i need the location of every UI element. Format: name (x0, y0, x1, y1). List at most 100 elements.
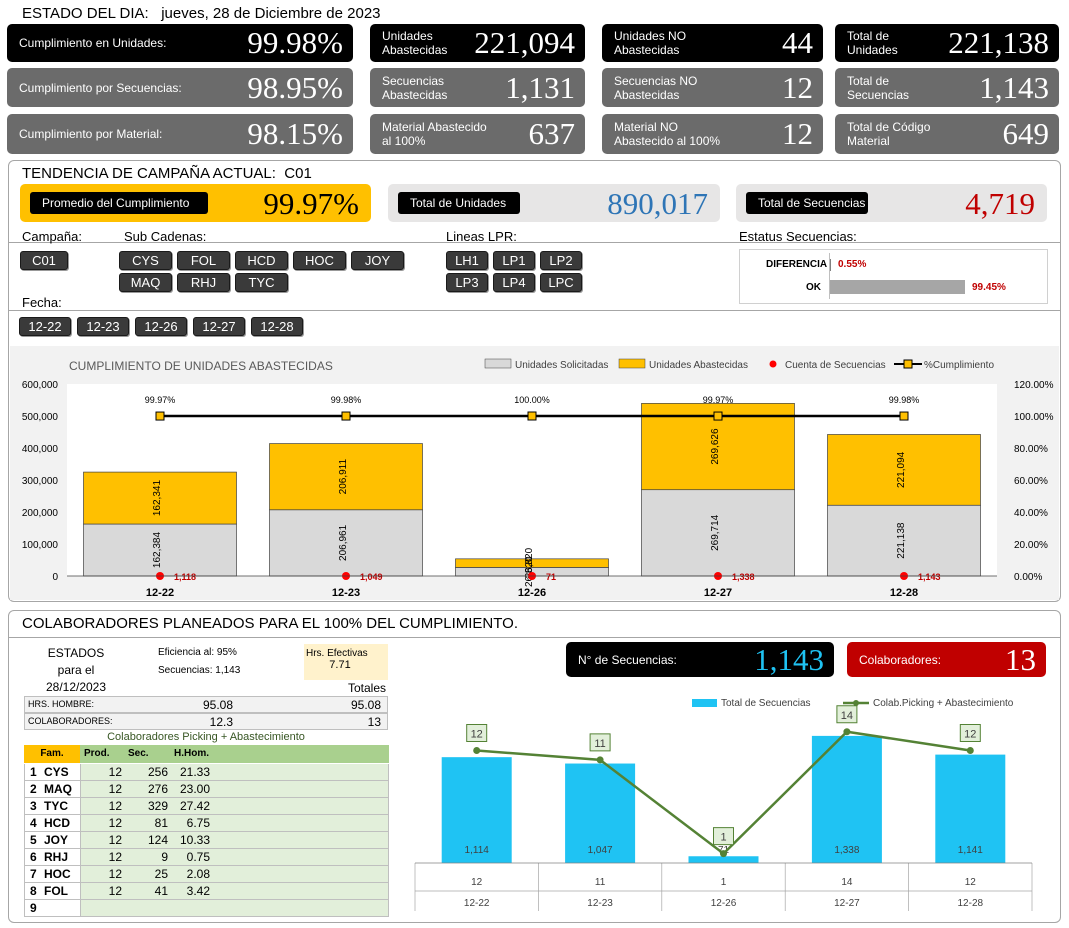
bar-solicitadas (269, 509, 423, 577)
chip-linea[interactable]: LH1 (446, 251, 488, 270)
table-cell-hh: 2.08 (186, 867, 210, 881)
table-cell-prod: 12 (108, 765, 122, 779)
chip-subcadena[interactable]: RHJ (177, 273, 230, 292)
chip-subcadena[interactable]: TYC (235, 273, 288, 292)
data-label-cumplimiento: 99.98% (889, 395, 920, 405)
x-tick-label: 12-28 (890, 587, 918, 599)
chip-subcadena[interactable]: HCD (235, 251, 288, 270)
kpi-row3-0: Cumplimiento por Material: 98.15% (7, 114, 353, 154)
table-cell-fam: FOL (44, 884, 68, 898)
data-label-secuencias: 1,143 (918, 572, 941, 582)
estatus-ok-value: 99.45% (972, 282, 1006, 293)
subcadenas-label: Sub Cadenas: (124, 229, 207, 244)
colab-table-header-cell: Sec. (128, 748, 149, 759)
data-label-solicitadas: 206,961 (338, 524, 349, 561)
chip-fecha[interactable]: 12-28 (251, 317, 303, 336)
secuencias-info-value: 1,143 (215, 665, 241, 676)
table-cell-sec: 256 (147, 765, 168, 779)
y2-tick-label: 40.00% (1014, 508, 1048, 519)
data-label-abastecidas: 221,094 (896, 451, 907, 488)
colab-chart: Total de Secuencias Colab.Picking + Abast… (414, 698, 1033, 911)
total-secuencias-value: 4,719 (965, 186, 1035, 221)
secuencias-info: Secuencias: 1,143 (158, 665, 240, 676)
x-tick-label: 12-22 (464, 898, 490, 909)
y-tick-label: 100,000 (22, 540, 59, 551)
marker-colaboradores (596, 756, 604, 764)
colab-card: Colaboradores: 13 (847, 642, 1046, 677)
data-label-box (589, 733, 611, 752)
chip-linea[interactable]: LP1 (493, 251, 535, 270)
bar-abastecidas (83, 471, 237, 525)
data-label-solicitadas: 269,714 (710, 514, 721, 551)
table-cell-sec: 25 (154, 867, 168, 881)
kpi-value: 12 (782, 69, 813, 105)
chip-fecha[interactable]: 12-26 (135, 317, 187, 336)
estados-l2: para el (57, 663, 95, 677)
table-row-value-cell (81, 900, 389, 917)
table-cell-hh: 27.42 (179, 799, 210, 813)
kpi-row3-1: Material Abastecido al 100% 637 (370, 114, 585, 154)
kpi-label: Unidades Abastecidas (382, 29, 448, 57)
kpi-row1-1: Unidades Abastecidas 221,094 (370, 24, 585, 62)
x-tick-label: 12-26 (518, 587, 546, 599)
table-value-colab: 12 (471, 877, 483, 888)
table-row: 9 (24, 900, 389, 917)
chip-subcadena[interactable]: CYS (119, 251, 172, 270)
chip-fecha[interactable]: 12-27 (193, 317, 245, 336)
hrs-hombre-row: HRS. HOMBRE: 95.08 95.08 (24, 696, 388, 713)
hrs-efectivas-box: Hrs. Efectivas 7.71 (304, 644, 388, 680)
table-value-colab: 11 (595, 877, 606, 888)
kpi-label: Unidades NO Abastecidas (614, 29, 687, 57)
data-label-abastecidas: 269,626 (710, 428, 721, 465)
promedio-label: Promedio del Cumplimiento (30, 192, 208, 214)
legend-label: Unidades Abastecidas (649, 360, 748, 371)
bar-abastecidas (827, 434, 981, 506)
data-label-solicitadas: 162,384 (152, 532, 163, 569)
chip-linea[interactable]: LP4 (493, 273, 535, 292)
chip-subcadena[interactable]: HOC (293, 251, 346, 270)
chip-linea[interactable]: LPC (540, 273, 582, 292)
data-label-cumplimiento: 99.97% (145, 395, 176, 405)
data-label-secuencias: 71 (546, 572, 556, 582)
colab-card-value: 13 (1005, 641, 1036, 677)
chip-linea[interactable]: LP2 (540, 251, 582, 270)
table-row-label-cell (24, 815, 81, 832)
kpi-value: 649 (1002, 116, 1050, 151)
page-date: jueves, 28 de Diciembre de 2023 (161, 5, 381, 22)
estados-l3: 28/12/2023 (45, 680, 107, 694)
marker-colaboradores (473, 747, 481, 754)
tendencia-campaign: C01 (284, 165, 312, 182)
table-cell-prod: 12 (108, 884, 122, 898)
table-row-value-cell (81, 849, 389, 866)
data-label-secuencias: 1,047 (588, 845, 613, 856)
nsec-card: N° de Secuencias: 1,143 (566, 642, 834, 677)
total-unidades-card: Total de Unidades 890,017 (388, 184, 720, 222)
table-row: 3 TYC 12 329 27.42 (24, 798, 389, 815)
legend-label: Total de Secuencias (721, 698, 811, 709)
estatus-diferencia-label: DIFERENCIA (766, 259, 828, 270)
chip-fecha[interactable]: 12-23 (77, 317, 129, 336)
legend-label: Cuenta de Secuencias (785, 360, 886, 371)
bar-secuencias (811, 735, 882, 863)
data-label-colaboradores: 12 (964, 729, 976, 741)
data-label-colaboradores: 12 (471, 729, 483, 741)
chip-subcadena[interactable]: JOY (351, 251, 404, 270)
chip-linea[interactable]: LP3 (446, 273, 488, 292)
table-row-value-cell (81, 832, 389, 849)
table-cell-prod: 12 (108, 816, 122, 830)
chip-campana[interactable]: C01 (20, 251, 68, 270)
data-label-secuencias: 1,141 (958, 845, 983, 856)
data-label-secuencias: 1,118 (174, 572, 196, 582)
y2-tick-label: 20.00% (1014, 540, 1048, 551)
chip-fecha[interactable]: 12-22 (19, 317, 71, 336)
table-value-colab: 1 (721, 877, 727, 888)
chip-subcadena[interactable]: FOL (177, 251, 230, 270)
colab-total: 13 (367, 715, 381, 729)
tendencia-title-label: TENDENCIA DE CAMPAÑA ACTUAL: (22, 165, 276, 182)
colab-table-header-cell: Fam. (24, 745, 80, 763)
table-cell-prod: 12 (108, 782, 122, 796)
kpi-label: Cumplimiento por Secuencias: (19, 80, 182, 95)
data-label-cumplimiento: 99.98% (331, 395, 362, 405)
table-cell-fam: MAQ (44, 782, 72, 796)
chip-subcadena[interactable]: MAQ (119, 273, 172, 292)
